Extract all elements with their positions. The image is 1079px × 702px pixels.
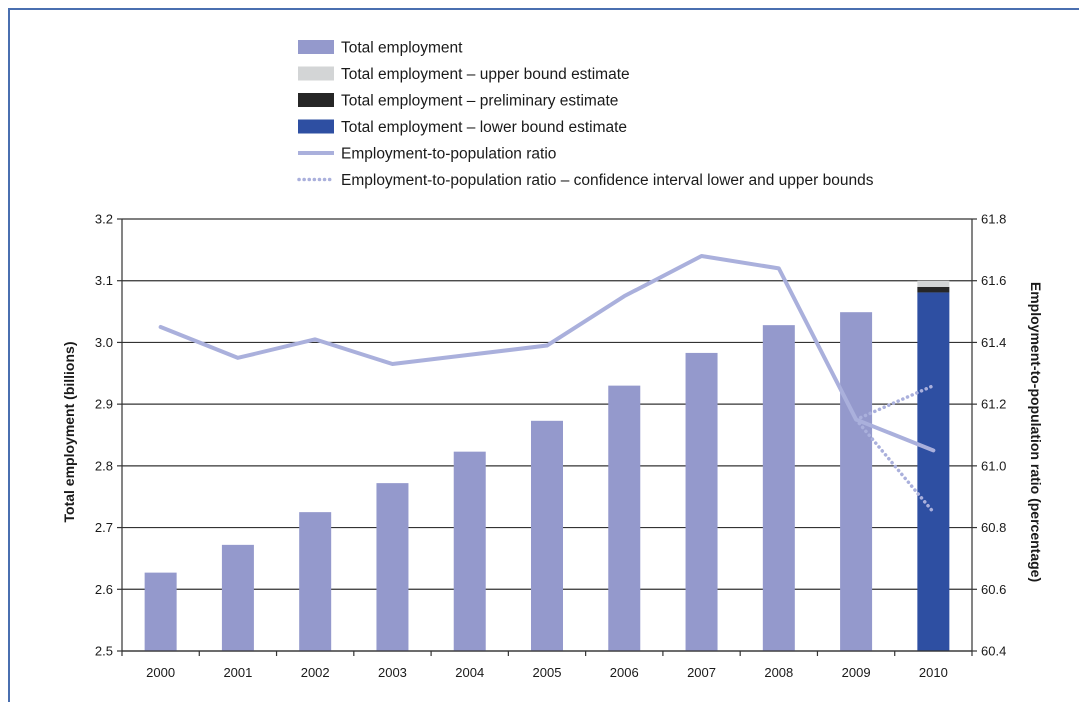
axes: 2.5 2.6 2.7 2.8 2.9 3.0 3.1 3.2 60.4 60.6 60.8 61.0…	[95, 212, 1006, 681]
y-right-tick-label-2: 60.8	[981, 520, 1006, 535]
bar-2010-s2	[917, 286, 950, 293]
y-right-tick-label-3: 61.0	[981, 458, 1006, 473]
y-left-tick-label-7: 3.2	[95, 212, 113, 227]
x-tick-label-2004: 2004	[455, 665, 484, 680]
x-tick-label-2005: 2005	[533, 665, 562, 680]
x-tick-label-2001: 2001	[223, 665, 252, 680]
x-tick-label-2010: 2010	[919, 665, 948, 680]
ratio-line	[158, 254, 936, 453]
legend-swatch-3	[298, 119, 334, 134]
y-right-tick-label-7: 61.8	[981, 212, 1006, 227]
bar-2009-s0	[840, 312, 873, 651]
y-axis-left-title: Total employment (billions)	[61, 342, 77, 523]
bars	[144, 280, 950, 651]
legend-label-4: Employment-to-population ratio	[341, 146, 556, 163]
bar-2007-s0	[685, 352, 718, 651]
bar-2008-s0	[762, 325, 795, 651]
y-right-tick-label-0: 60.4	[981, 644, 1006, 659]
x-tick-label-2006: 2006	[610, 665, 639, 680]
bar-2001-s0	[221, 544, 254, 651]
y-left-tick-label-4: 2.9	[95, 397, 113, 412]
legend: Total employment Total employment – upper…	[297, 40, 874, 189]
frame-left-border	[8, 8, 10, 702]
frame-top-border	[8, 8, 1079, 10]
y-left-tick-label-6: 3.1	[95, 273, 113, 288]
legend-label-3: Total employment – lower bound estimate	[341, 119, 627, 136]
y-axis-right-title: Employment-to-population ratio (percenta…	[1028, 282, 1044, 582]
legend-label-0: Total employment	[341, 40, 463, 57]
x-tick-label-2008: 2008	[764, 665, 793, 680]
x-tick-label-2009: 2009	[842, 665, 871, 680]
legend-label-2: Total employment – preliminary estimate	[341, 93, 618, 110]
y-left-tick-label-5: 3.0	[95, 335, 113, 350]
bar-2000-s0	[144, 572, 177, 651]
ratio-lines	[158, 254, 936, 514]
y-right-tick-label-6: 61.6	[981, 273, 1006, 288]
x-tick-label-2003: 2003	[378, 665, 407, 680]
x-tick-label-2000: 2000	[146, 665, 175, 680]
x-tick-label-2007: 2007	[687, 665, 716, 680]
bar-2002-s0	[299, 512, 332, 651]
y-left-tick-label-2: 2.7	[95, 520, 113, 535]
bar-2010-s1	[917, 292, 950, 651]
y-left-tick-label-3: 2.8	[95, 458, 113, 473]
ratio-ci-lower-line	[854, 417, 936, 514]
bar-2004-s0	[453, 451, 486, 651]
bar-2010-s3	[917, 280, 950, 287]
legend-swatch-1	[298, 66, 334, 81]
bar-2006-s0	[608, 385, 641, 651]
legend-label-5: Employment-to-population ratio – confide…	[341, 172, 874, 189]
legend-label-1: Total employment – upper bound estimate	[341, 66, 630, 83]
legend-swatch-0	[298, 40, 334, 54]
y-left-tick-label-0: 2.5	[95, 644, 113, 659]
y-right-tick-label-1: 60.6	[981, 582, 1006, 597]
ratio-ci-upper-line	[854, 383, 936, 422]
bar-2003-s0	[376, 483, 409, 651]
y-left-tick-label-1: 2.6	[95, 582, 113, 597]
x-tick-label-2002: 2002	[301, 665, 330, 680]
bar-2005-s0	[531, 420, 563, 651]
y-right-tick-label-5: 61.4	[981, 335, 1006, 350]
legend-swatch-2	[298, 93, 334, 107]
y-right-tick-label-4: 61.2	[981, 397, 1006, 412]
